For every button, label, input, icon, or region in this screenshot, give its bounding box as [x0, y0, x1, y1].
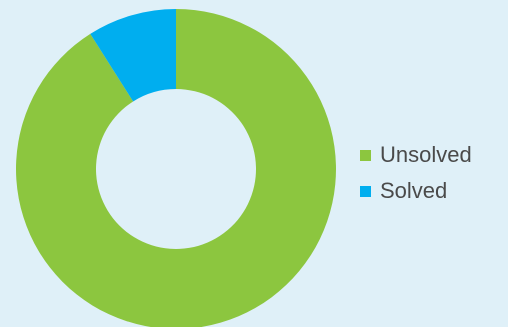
donut-plot: [16, 8, 336, 327]
legend-swatch-unsolved: [360, 149, 371, 161]
chart-legend: Unsolved Solved: [360, 137, 472, 209]
donut-slices: [16, 8, 336, 327]
legend-item-solved: Solved: [360, 173, 472, 209]
legend-label-solved: Solved: [380, 178, 448, 203]
legend-swatch-solved: [360, 185, 371, 197]
legend-label-unsolved: Unsolved: [380, 142, 472, 167]
slice-unsolved: [16, 9, 336, 327]
slice-solved: [90, 8, 176, 102]
legend-item-unsolved: Unsolved: [360, 137, 472, 173]
